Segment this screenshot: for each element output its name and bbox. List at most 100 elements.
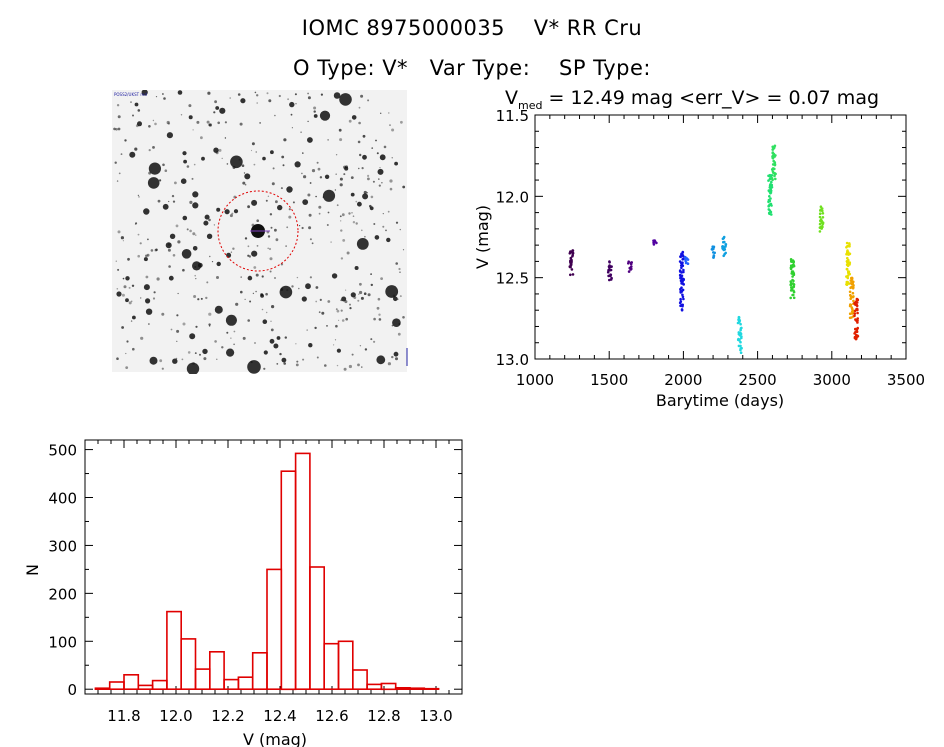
lc-point xyxy=(856,317,859,320)
finder-star xyxy=(399,295,402,298)
finder-star xyxy=(200,136,203,140)
finder-star xyxy=(145,308,153,315)
finder-star xyxy=(188,115,193,120)
lc-point xyxy=(684,261,688,265)
lc-point xyxy=(739,332,743,336)
finder-star xyxy=(382,213,384,215)
finder-star xyxy=(203,220,209,226)
finder-star xyxy=(359,153,362,157)
finder-star xyxy=(115,260,117,262)
lc-point xyxy=(849,303,853,307)
finder-star xyxy=(336,348,341,353)
hist-bar xyxy=(137,684,154,691)
finder-star xyxy=(305,283,311,290)
hist-bar xyxy=(251,651,268,690)
finder-star xyxy=(148,323,150,325)
finder-star xyxy=(199,353,201,356)
lc-point xyxy=(629,262,633,266)
finder-star xyxy=(335,324,338,328)
finder-star xyxy=(326,325,328,327)
lc-point xyxy=(853,314,856,318)
finder-star xyxy=(192,191,199,198)
finder-star xyxy=(357,299,360,302)
finder-star xyxy=(278,94,281,98)
hist-xtick-label: 13.0 xyxy=(419,707,452,725)
hist-bar xyxy=(94,687,111,691)
finder-star xyxy=(367,293,371,297)
finder-star xyxy=(255,273,259,277)
finder-star xyxy=(311,169,316,173)
finder-star xyxy=(351,212,353,214)
finder-star xyxy=(159,179,162,182)
lc-point xyxy=(789,283,792,287)
finder-star xyxy=(265,199,268,202)
lc-ytick-label: 11.5 xyxy=(496,107,529,125)
lc-point xyxy=(819,219,822,223)
finder-star xyxy=(242,336,246,340)
hist-bar xyxy=(366,683,383,691)
finder-star xyxy=(287,98,289,101)
lc-point xyxy=(772,159,775,163)
hist-bar xyxy=(423,687,440,691)
finder-star xyxy=(318,212,321,215)
finder-star xyxy=(335,308,338,310)
finder-star xyxy=(120,153,123,155)
finder-star xyxy=(247,275,253,281)
finder-star xyxy=(339,138,343,142)
finder-star xyxy=(172,254,176,257)
finder-star xyxy=(370,283,373,287)
finder-star xyxy=(182,215,188,221)
lc-point xyxy=(846,256,849,260)
finder-star xyxy=(283,362,286,365)
finder-star xyxy=(348,212,351,215)
finder-star xyxy=(267,235,271,238)
hist-bar xyxy=(280,470,297,691)
finder-star xyxy=(302,152,304,154)
lc-title: Vmed = 12.49 mag <err_V> = 0.07 mag xyxy=(505,87,879,112)
finder-star xyxy=(350,192,355,197)
lc-point xyxy=(845,252,848,256)
finder-star xyxy=(203,357,207,361)
lc-point xyxy=(767,198,771,202)
finder-star xyxy=(300,131,302,133)
finder-star xyxy=(145,298,151,304)
lc-point xyxy=(768,212,771,216)
finder-star xyxy=(335,154,338,156)
lc-point xyxy=(739,344,742,348)
lc-point xyxy=(569,273,572,277)
lc-point xyxy=(738,338,741,342)
finder-star xyxy=(389,124,391,126)
finder-star xyxy=(307,137,313,143)
finder-star xyxy=(164,169,168,172)
finder-star xyxy=(395,357,398,361)
finder-chart-image: POSS2/UKST red xyxy=(112,90,408,374)
lc-point xyxy=(680,266,683,270)
lc-plot-frame xyxy=(534,114,907,360)
finder-star xyxy=(126,340,129,343)
finder-star xyxy=(167,122,170,125)
lc-point xyxy=(771,148,774,151)
finder-star xyxy=(359,290,363,295)
finder-star xyxy=(362,193,369,200)
lc-point xyxy=(851,291,855,295)
lc-point xyxy=(848,245,851,248)
finder-star xyxy=(230,155,243,169)
hist-xtick-label: 12.8 xyxy=(367,707,400,725)
finder-star xyxy=(232,247,235,250)
finder-star xyxy=(379,154,386,161)
finder-star xyxy=(208,312,212,316)
finder-star xyxy=(267,195,270,197)
finder-star xyxy=(143,257,148,262)
finder-star xyxy=(161,367,164,370)
finder-star xyxy=(130,320,133,322)
finder-star xyxy=(309,238,312,241)
finder-star xyxy=(116,104,120,107)
finder-star xyxy=(394,161,398,166)
finder-star xyxy=(269,338,275,344)
lc-point xyxy=(772,154,776,158)
finder-star xyxy=(316,161,319,164)
finder-star xyxy=(381,182,383,184)
finder-star xyxy=(391,128,395,132)
finder-star xyxy=(191,177,194,180)
finder-star xyxy=(269,213,273,216)
